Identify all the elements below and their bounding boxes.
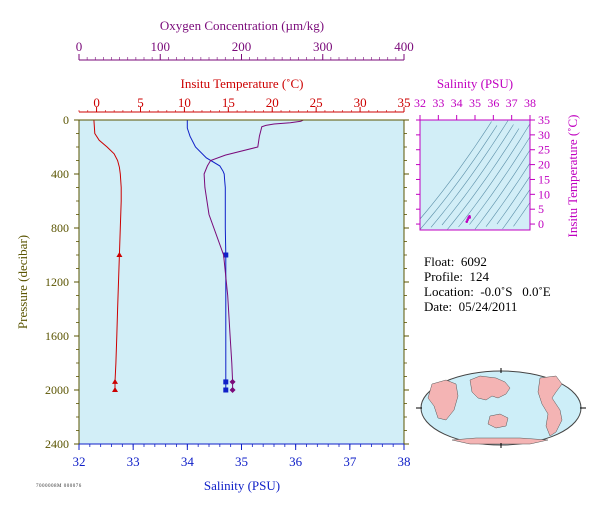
oxygen-profile-line: [203, 119, 304, 390]
ts-density-contour: [474, 149, 531, 230]
map-land-americas: [537, 375, 563, 437]
ts-temperature-tick-label: 15: [538, 172, 550, 186]
ts-salinity-tick-label: 37: [506, 96, 518, 110]
pressure-tick-label: 2400: [45, 437, 69, 451]
map-land-asia: [469, 375, 511, 401]
ts-temperature-tick-label: 35: [538, 113, 550, 127]
oxygen-tick-label: 300: [313, 39, 333, 54]
temperature-tick-label: 30: [354, 95, 367, 110]
temperature-marker: [112, 387, 119, 392]
ts-salinity-tick-label: 35: [469, 96, 481, 110]
oxygen-marker: [229, 378, 236, 385]
float-info: Float: 6092 Profile: 124 Location: -0.0˚…: [424, 254, 551, 314]
map-land-africa-europe: [427, 379, 459, 421]
ts-temperature-tick-label: 25: [538, 143, 550, 157]
salinity-tick-label: 34: [181, 454, 195, 469]
temperature-tick-label: 5: [137, 95, 144, 110]
temperature-tick-label: 20: [266, 95, 279, 110]
pressure-axis: 0 400 800 1200 1600 2000 2400: [45, 113, 409, 451]
world-map: [416, 368, 586, 448]
salinity-marker: [223, 252, 229, 258]
ts-density-contour: [419, 125, 498, 230]
temperature-tick-label: 0: [93, 95, 100, 110]
ts-density-contours: [419, 120, 531, 230]
ts-density-contour: [496, 176, 531, 225]
temperature-marker: [116, 252, 123, 257]
ts-point: [468, 216, 471, 219]
profile-number: Profile: 124: [424, 269, 489, 284]
float-id: Float: 6092: [424, 254, 487, 269]
pressure-axis-title: Pressure (decibar): [15, 235, 30, 329]
footer-stamp: 7000008M 000076: [36, 484, 82, 489]
ts-scatter-layer: [465, 215, 471, 223]
map-land-antarctica: [451, 437, 549, 445]
ts-temperature-tick-label: 5: [538, 202, 544, 216]
salinity-tick-label: 35: [235, 454, 248, 469]
ts-density-contour: [458, 123, 531, 228]
ts-density-contour: [447, 128, 520, 230]
salinity-marker: [223, 387, 229, 393]
ts-plot-area: [420, 120, 530, 230]
location: Location: -0.0˚S 0.0˚E: [424, 284, 551, 299]
pressure-tick-label: 2000: [45, 383, 69, 397]
ts-temperature-tick-label: 10: [538, 187, 550, 201]
profile-plot-area: [79, 120, 404, 444]
oxygen-marker: [229, 387, 236, 393]
date: Date: 05/24/2011: [424, 299, 518, 314]
ts-density-contour: [485, 162, 531, 227]
salinity-profile-line: [186, 120, 227, 390]
temperature-tick-label: 10: [178, 95, 191, 110]
ts-salinity-tick-label: 34: [451, 96, 463, 110]
ts-salinity-tick-label: 36: [487, 96, 499, 110]
ts-point: [466, 218, 469, 221]
salinity-tick-label: 32: [73, 454, 86, 469]
ts-temperature-tick-label: 20: [538, 158, 550, 172]
ts-density-contour: [419, 121, 492, 220]
ts-salinity-tick-label: 33: [432, 96, 444, 110]
salinity-tick-label: 37: [343, 454, 357, 469]
ts-temperature-axis-title: Insitu Temperature (˚C): [565, 114, 580, 237]
ts-density-contour: [502, 189, 531, 230]
temperature-tick-label: 15: [222, 95, 235, 110]
temperature-tick-label: 25: [310, 95, 323, 110]
pressure-tick-label: 800: [51, 221, 69, 235]
salinity-marker: [223, 379, 229, 385]
temperature-marker: [112, 378, 119, 384]
ts-density-contour: [441, 124, 514, 226]
salinity-tick-label: 33: [127, 454, 140, 469]
temperature-axis: 0 5 10 15 20 25 30 35: [78, 95, 411, 113]
ts-salinity-tick-label: 32: [414, 96, 426, 110]
ts-temperature-tick-label: 30: [538, 128, 550, 142]
ts-salinity-axis: 32 33 34 35 36 37 38: [414, 96, 536, 120]
pressure-tick-label: 400: [51, 167, 69, 181]
ts-point: [465, 220, 469, 223]
oxygen-tick-label: 0: [76, 39, 83, 54]
map-land-australia: [487, 413, 509, 429]
salinity-axis-title: Salinity (PSU): [204, 478, 280, 493]
ts-salinity-tick-label: 38: [524, 96, 536, 110]
temperature-axis-title: Insitu Temperature (˚C): [180, 76, 303, 91]
oxygen-axis: 0 100 200 300 400: [76, 39, 414, 61]
oxygen-tick-label: 100: [151, 39, 171, 54]
temperature-tick-label: 35: [398, 95, 411, 110]
pressure-tick-label: 0: [63, 113, 69, 127]
oxygen-axis-title: Oxygen Concentration (µm/kg): [160, 18, 324, 33]
pressure-tick-label: 1200: [45, 275, 69, 289]
ts-density-contour: [430, 120, 509, 228]
profile-series-layer: [93, 119, 304, 393]
salinity-tick-label: 36: [289, 454, 303, 469]
ts-salinity-axis-title: Salinity (PSU): [437, 76, 513, 91]
oxygen-tick-label: 400: [394, 39, 414, 54]
salinity-axis: 32 33 34 35 36 37 38: [73, 443, 411, 469]
ts-density-contour: [513, 202, 531, 227]
oxygen-tick-label: 200: [232, 39, 252, 54]
ts-temperature-tick-label: 0: [538, 217, 544, 231]
salinity-tick-label: 38: [398, 454, 411, 469]
pressure-tick-label: 1600: [45, 329, 69, 343]
temperature-profile-line: [93, 119, 122, 390]
ts-density-contour: [469, 136, 531, 225]
